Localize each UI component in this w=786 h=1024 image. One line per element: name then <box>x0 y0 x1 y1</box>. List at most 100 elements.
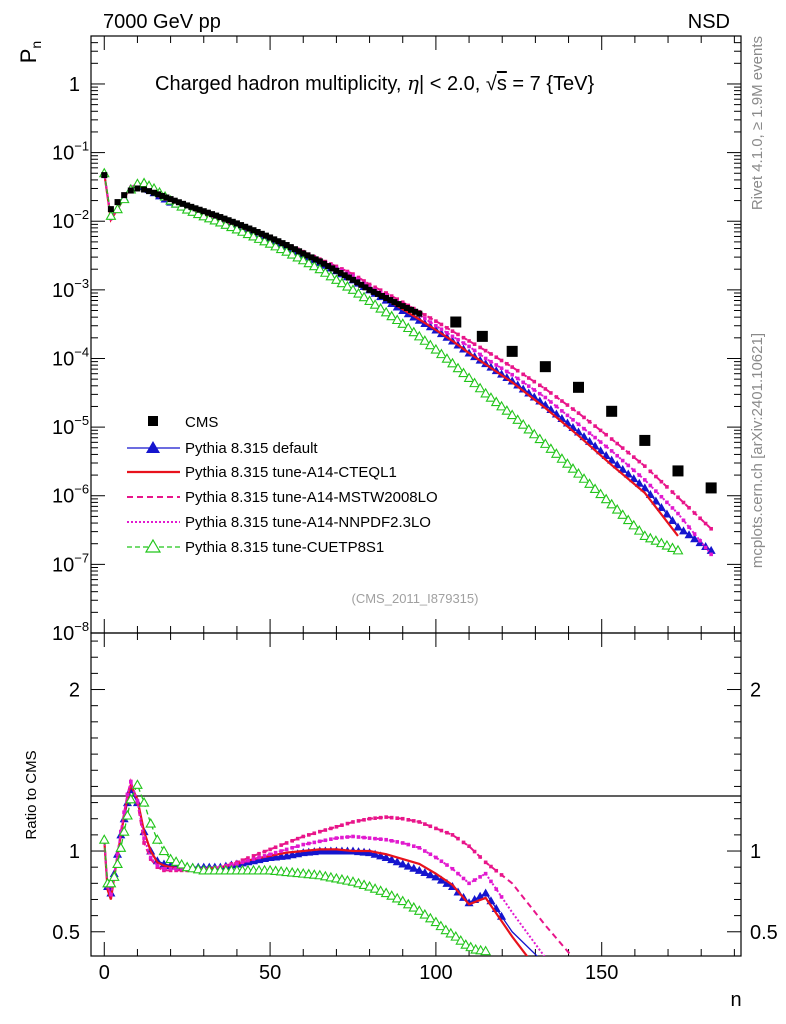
main-y-tick-label-base: 10 <box>52 280 74 302</box>
main-series-marker <box>198 210 210 221</box>
main-series-marker <box>595 488 607 499</box>
main-series-marker <box>620 458 625 463</box>
ratio-series-marker <box>445 863 449 867</box>
ratio-series-marker <box>358 879 370 889</box>
cms-data-point <box>308 254 315 261</box>
main-chart-title-part: = 7 {TeV} <box>507 73 595 95</box>
ratio-series-marker <box>434 826 438 831</box>
ratio-series-marker <box>279 849 283 853</box>
ratio-series-marker <box>417 845 422 850</box>
ratio-series-marker <box>389 838 394 843</box>
ratio-series-marker <box>450 866 455 871</box>
main-y-tick-label-exponent: −8 <box>74 619 89 634</box>
cms-data-point <box>366 286 373 293</box>
ratio-series-marker <box>98 834 110 844</box>
main-series-marker <box>209 214 221 225</box>
ratio-series-marker <box>475 891 485 900</box>
main-series-marker <box>347 284 359 294</box>
cms-data-point <box>213 212 220 219</box>
main-series-marker <box>554 395 559 399</box>
main-series-marker <box>353 287 364 298</box>
main-series-marker <box>672 544 684 555</box>
main-series-marker <box>330 274 342 284</box>
x-tick-label: 100 <box>419 962 452 984</box>
main-y-tick-label-base: 10 <box>52 623 74 645</box>
main-series-marker <box>549 400 553 404</box>
main-series-marker <box>661 539 673 550</box>
main-series-marker <box>419 335 431 345</box>
ratio-series-marker <box>174 866 178 871</box>
ratio-series-marker <box>460 939 472 949</box>
legend-marker-default <box>146 441 160 453</box>
cms-data-point <box>416 310 423 317</box>
ratio-series-marker <box>295 844 300 848</box>
main-series-marker <box>587 419 592 424</box>
main-series-marker <box>639 530 651 540</box>
ratio-series-marker <box>376 851 386 860</box>
main-series-marker <box>612 460 622 469</box>
ratio-series-marker <box>384 837 388 842</box>
main-series-marker <box>521 380 526 385</box>
cms-data-point <box>209 211 216 218</box>
main-series-marker <box>648 469 653 474</box>
ratio-panel: 0.5 0.5 1 1 2 2 0 50 100 150 Ratio to CMS n <box>23 632 778 1011</box>
main-series-marker <box>593 435 597 440</box>
main-series-marker <box>428 320 433 324</box>
cms-data-point <box>200 208 207 215</box>
ratio-series-marker <box>165 853 177 864</box>
main-series-marker <box>423 313 427 317</box>
main-series-marker <box>692 532 697 536</box>
main-series-marker <box>435 348 447 359</box>
main-series-marker <box>703 521 708 526</box>
ratio-series-marker <box>400 816 405 821</box>
ratio-series-marker <box>128 779 133 784</box>
main-series-marker <box>637 459 642 464</box>
cms-data-point <box>184 202 191 209</box>
cms-data-point <box>217 214 224 221</box>
main-series-marker <box>606 498 618 509</box>
cms-data-point <box>349 276 356 283</box>
ratio-series-marker <box>400 841 405 845</box>
cms-data-point <box>159 192 166 199</box>
legend-marker-cuetp8s1 <box>144 538 162 553</box>
main-series-marker <box>489 359 493 364</box>
main-series-marker <box>380 306 392 317</box>
ratio-series-marker <box>145 817 157 828</box>
cms-data-point <box>333 267 340 274</box>
main-series-marker <box>512 414 524 424</box>
main-y-tick-label: 10−5 <box>52 413 89 439</box>
main-series-marker <box>513 380 523 389</box>
main-series-marker <box>539 438 551 448</box>
ratio-series-marker <box>499 895 504 899</box>
main-series-marker <box>565 403 570 407</box>
main-series-marker <box>506 409 518 420</box>
main-series-marker <box>270 240 282 251</box>
main-series-marker <box>670 506 675 510</box>
x-tick-label: 50 <box>259 962 281 984</box>
main-chart-title-part: Charged hadron multiplicity, <box>155 73 407 95</box>
main-series-marker <box>593 424 597 428</box>
main-series-line <box>103 173 679 537</box>
cms-data-point <box>296 248 303 255</box>
main-y-tick-label-base: 10 <box>52 486 74 508</box>
ratio-y-axis-label: Ratio to CMS <box>23 750 40 839</box>
ratio-series-marker <box>273 845 278 850</box>
legend-entry-cms: CMS <box>185 414 218 431</box>
main-series-marker <box>589 483 601 494</box>
main-series-marker <box>485 392 497 402</box>
legend-entry-a14-mstw2008lo: Pythia 8.315 tune-A14-MSTW2008LO <box>185 489 438 506</box>
main-series-marker <box>667 516 677 525</box>
cms-data-point <box>374 290 381 297</box>
ratio-series-marker <box>131 779 143 789</box>
cms-data-point <box>275 238 282 245</box>
main-y-tick-label: 10−1 <box>52 139 89 165</box>
ratio-series-marker <box>456 836 460 841</box>
main-series-marker <box>402 322 414 333</box>
ratio-series-marker <box>306 833 311 837</box>
ratio-series-marker <box>435 920 447 931</box>
legend-marker-cms <box>148 416 158 426</box>
main-series-marker <box>526 384 531 388</box>
cms-data-point <box>262 232 269 239</box>
cms-data-point <box>250 227 257 234</box>
